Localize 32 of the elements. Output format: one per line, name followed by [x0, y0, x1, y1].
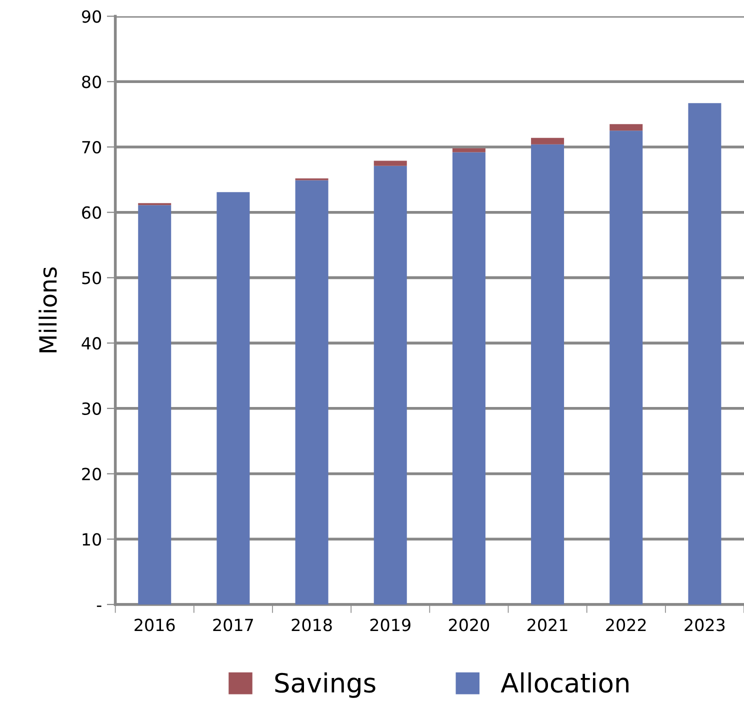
x-tick-label: 2019 — [370, 618, 410, 632]
bar — [452, 152, 486, 604]
y-tick-label: 70 — [82, 140, 102, 154]
bar — [374, 166, 407, 604]
y-axis-title: Millions — [38, 267, 57, 352]
x-tick-label: 2020 — [448, 618, 490, 632]
x-tick-label: 2017 — [213, 618, 253, 632]
y-tick-label: 50 — [82, 272, 102, 284]
y-tick-label: 80 — [82, 76, 102, 88]
bar — [295, 180, 328, 604]
x-tick-label: 2023 — [684, 618, 725, 632]
bar — [688, 103, 722, 604]
x-tick-label: 2021 — [528, 618, 568, 632]
bar — [138, 205, 172, 604]
y-tick-label: 60 — [82, 206, 102, 219]
bar — [374, 160, 407, 166]
x-tick-label: 2018 — [292, 618, 332, 632]
bar — [610, 130, 643, 604]
y-tick-label: 30 — [82, 402, 102, 415]
y-tick-label: 90 — [82, 10, 102, 23]
y-tick-label: 10 — [82, 533, 102, 546]
bar — [531, 144, 564, 604]
x-tick-label: 2016 — [134, 618, 175, 632]
legend-label: Allocation — [500, 672, 628, 693]
y-tick-label: 40 — [82, 337, 102, 350]
y-tick-label: 20 — [82, 468, 102, 480]
bar — [531, 138, 564, 144]
y-tick-label: - — [96, 606, 102, 607]
bar — [610, 124, 643, 131]
x-tick-label: 2022 — [606, 618, 646, 632]
bar — [216, 192, 250, 604]
legend-label: Savings — [275, 672, 376, 698]
